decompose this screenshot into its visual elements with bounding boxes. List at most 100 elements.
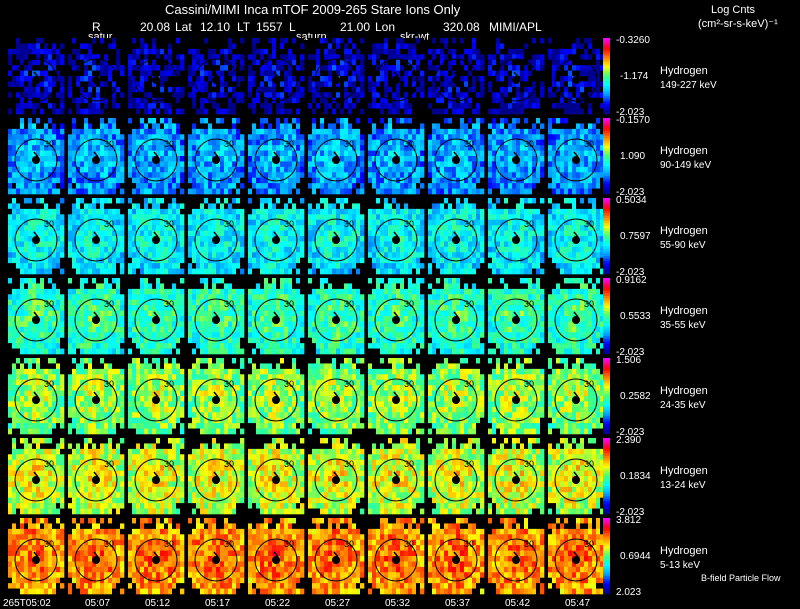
heat-cell [272,219,277,226]
heat-cell [40,150,45,157]
heat-cell [236,241,241,248]
heat-cell [164,128,169,135]
heat-cell [208,118,213,124]
heat-cell [320,76,325,82]
heat-cell [408,70,413,77]
heat-cell [416,139,421,146]
heat-cell [292,177,297,184]
heat-cell [76,225,81,231]
heat-cell [196,161,201,168]
heat-cell [496,103,501,109]
heat-cell [416,183,421,189]
heat-cell [524,183,529,189]
heat-cell [228,118,233,124]
heat-cell [28,166,33,173]
heat-cell [132,118,137,124]
heat-cell [216,54,221,61]
heat-cell [528,183,533,189]
heat-cell [92,123,97,130]
heat-cell [96,54,101,61]
heat-cell [216,103,221,109]
heat-cell [180,139,185,146]
heat-cell [456,145,461,151]
heat-cell [108,230,113,237]
heat-cell [588,134,593,141]
heat-cell [296,86,301,93]
heat-cell [396,188,401,195]
heat-cell [412,76,417,82]
heat-cell [512,43,517,50]
heat-cell [28,150,33,157]
heat-cell [528,123,533,130]
heat-cell [232,230,237,237]
heat-cell [20,81,25,88]
heat-cell [588,183,593,189]
heat-cell [416,86,421,93]
heat-cell [204,166,209,173]
heat-cell [112,156,117,162]
heat-cell [132,230,137,237]
heat-cell [460,48,465,55]
heat-cell [384,156,389,162]
heat-cell [296,48,301,55]
heat-cell [452,86,457,93]
heat-cell [584,86,589,93]
heat-cell [256,263,261,269]
heat-cell [132,128,137,135]
heat-cell [112,108,117,115]
heat-cell [228,54,233,61]
heat-cell [476,86,481,93]
heat-cell [68,59,73,66]
heat-cell [552,70,557,77]
heat-cell [172,92,177,99]
heat-cell [500,86,505,93]
heat-cell [276,161,281,168]
heat-cell [416,59,421,66]
heat-cell [236,92,241,99]
heat-cell [416,54,421,61]
heat-cell [436,65,441,71]
heat-cell [488,139,493,146]
heat-cell [600,76,605,82]
heat-cell [220,128,225,135]
heat-cell [68,252,73,259]
heat-cell [516,183,521,189]
heat-cell [556,188,561,195]
heat-cell [148,198,153,204]
heat-cell [12,183,17,189]
heat-cell [164,81,169,88]
heat-cell [84,230,89,237]
heat-cell [256,183,261,189]
heat-cell [180,70,185,77]
heat-cell [388,70,393,77]
heat-cell [428,103,433,109]
heat-cell [224,128,229,135]
heat-cell [80,166,85,173]
heat-cell [136,230,141,237]
heat-cell [196,183,201,189]
heat-cell [472,150,477,157]
heat-cell [296,150,301,157]
heat-cell [36,230,41,237]
heat-cell [536,139,541,146]
heat-cell [488,65,493,71]
heat-cell [248,86,253,93]
heat-cell [348,65,353,71]
heat-cell [408,108,413,115]
heat-cell [36,128,41,135]
heat-cell [40,145,45,151]
heat-cell [452,59,457,66]
heat-cell [444,59,449,66]
heat-cell [416,103,421,109]
heat-cell [164,92,169,99]
heat-cell [172,118,177,124]
heat-cell [152,198,157,204]
heat-cell [512,59,517,66]
heat-cell [28,198,33,204]
heat-cell [524,38,529,44]
heat-cell [344,145,349,151]
heat-cell [384,92,389,99]
heat-cell [264,59,269,66]
heat-cell [300,183,305,189]
heat-cell [368,86,373,93]
